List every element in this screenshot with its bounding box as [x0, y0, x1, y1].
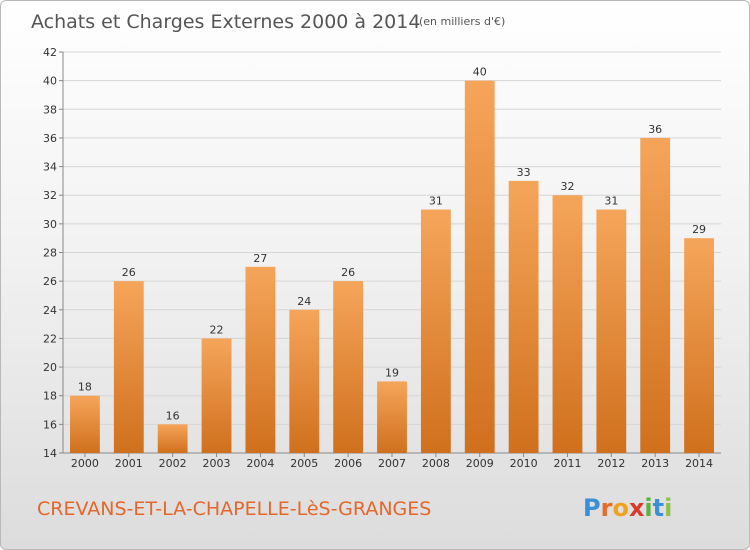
bar-layer: [70, 80, 714, 454]
value-label-2009: 40: [473, 66, 487, 79]
chart-title: Achats et Charges Externes 2000 à 2014: [31, 11, 420, 33]
value-label-2001: 26: [122, 266, 136, 279]
y-tick-label: 28: [43, 247, 57, 260]
x-tick-label-2000: 2000: [71, 457, 99, 470]
y-tick-label: 40: [43, 75, 57, 88]
value-label-2002: 16: [166, 409, 180, 422]
y-tick-label: 26: [43, 275, 57, 288]
y-tick-label: 20: [43, 361, 57, 374]
value-label-2005: 24: [297, 295, 311, 308]
y-tick-label: 22: [43, 332, 57, 345]
commune-name: CREVANS-ET-LA-CHAPELLE-LèS-GRANGES: [37, 498, 431, 520]
logo-letter: i: [664, 494, 672, 522]
y-tick-label: 34: [43, 161, 57, 174]
x-tick-label-2003: 2003: [203, 457, 231, 470]
logo-letter: x: [629, 494, 645, 522]
value-label-2010: 33: [517, 166, 531, 179]
bar-2004: [245, 266, 276, 453]
logo-letter: i: [644, 494, 652, 522]
bar-2003: [201, 338, 232, 453]
y-tick-label: 16: [43, 418, 57, 431]
x-tick-label-2013: 2013: [641, 457, 669, 470]
value-label-2014: 29: [692, 223, 706, 236]
x-tick-label-2006: 2006: [334, 457, 362, 470]
value-label-2011: 32: [560, 180, 574, 193]
value-label-2004: 27: [253, 252, 267, 265]
value-label-2003: 22: [210, 323, 224, 336]
x-tick-label-2014: 2014: [685, 457, 713, 470]
logo-letter: o: [612, 494, 629, 522]
y-tick-label: 18: [43, 390, 57, 403]
bar-2013: [640, 137, 671, 453]
x-tick-label-2010: 2010: [510, 457, 538, 470]
bar-2000: [70, 395, 100, 453]
bar-2002: [157, 424, 188, 453]
y-tick-label: 24: [43, 304, 57, 317]
bar-2009: [464, 80, 495, 454]
x-tick-label-2005: 2005: [290, 457, 318, 470]
y-tick-label: 42: [43, 46, 57, 59]
y-tick-label: 14: [43, 447, 57, 460]
proxiti-logo: Proxiti: [583, 494, 672, 522]
value-label-2006: 26: [341, 266, 355, 279]
value-label-2008: 31: [429, 195, 443, 208]
bar-2011: [552, 195, 583, 453]
bar-2005: [289, 309, 320, 453]
bar-2007: [377, 381, 407, 453]
x-tick-label-2009: 2009: [466, 457, 494, 470]
bar-2008: [420, 209, 451, 453]
y-tick-label: 30: [43, 218, 57, 231]
x-tick-label-2002: 2002: [159, 457, 187, 470]
x-tick-label-2007: 2007: [378, 457, 406, 470]
chart-subtitle: (en milliers d'€): [419, 15, 505, 28]
axis-layer: 14 16 18 20 22 24 26 28 30 32 34 36 38 40 42 2000 2001 20…: [43, 46, 721, 470]
y-tick-label: 32: [43, 189, 57, 202]
x-tick-label-2012: 2012: [597, 457, 625, 470]
bar-2010: [508, 180, 539, 453]
bar-2012: [596, 209, 627, 453]
x-tick-label-2011: 2011: [553, 457, 581, 470]
label-layer: 18 26 16 22 27 24 26 19 31 40 33 32 31 36 29: [78, 66, 706, 423]
value-label-2012: 31: [604, 195, 618, 208]
logo-letter: r: [601, 494, 613, 522]
x-tick-label-2001: 2001: [115, 457, 143, 470]
y-tick-label: 38: [43, 103, 57, 116]
bar-2001: [113, 281, 144, 453]
value-label-2013: 36: [648, 123, 662, 136]
x-tick-label-2004: 2004: [246, 457, 274, 470]
value-label-2007: 19: [385, 366, 399, 379]
bar-2006: [333, 281, 364, 453]
value-label-2000: 18: [78, 381, 92, 394]
logo-letter: P: [583, 494, 601, 522]
grid-layer: [63, 51, 721, 425]
bar-2014: [684, 238, 714, 453]
logo-letter: t: [653, 494, 664, 522]
x-tick-label-2008: 2008: [422, 457, 450, 470]
y-tick-label: 36: [43, 132, 57, 145]
